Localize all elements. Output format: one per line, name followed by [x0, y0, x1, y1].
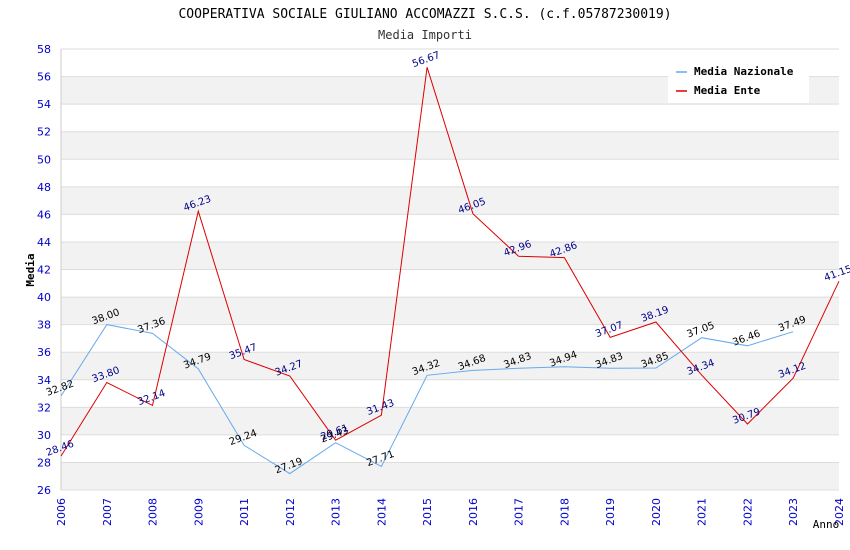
- grid-bands: [60, 48, 839, 491]
- grid-band: [61, 352, 839, 380]
- x-tick-label: 2024: [833, 498, 846, 526]
- chart-title: COOPERATIVA SOCIALE GIULIANO ACCOMAZZI S…: [178, 7, 671, 22]
- grid-band: [61, 269, 839, 298]
- x-tick-label: 2015: [421, 498, 434, 526]
- grid-band: [61, 324, 839, 353]
- x-tick-label: 2008: [147, 498, 160, 526]
- grid-band: [61, 104, 839, 132]
- grid-band: [61, 186, 839, 215]
- x-tick-label: 2006: [55, 498, 68, 526]
- x-tick-label: 2020: [650, 498, 663, 526]
- y-tick-label: 46: [37, 208, 51, 221]
- x-tick-label: 2017: [513, 498, 526, 526]
- x-tick-label: 2016: [467, 498, 480, 526]
- x-tick-label: 2022: [741, 498, 754, 526]
- grid-band: [61, 407, 839, 435]
- y-tick-label: 56: [37, 71, 51, 84]
- y-tick-label: 40: [37, 291, 51, 304]
- grid-band: [61, 379, 839, 408]
- x-tick-label: 2021: [696, 498, 709, 526]
- y-tick-label: 54: [37, 98, 51, 111]
- x-tick-label: 2009: [192, 498, 205, 526]
- y-tick-label: 42: [37, 264, 51, 277]
- y-tick-label: 38: [37, 319, 51, 332]
- x-tick-label: 2014: [375, 498, 388, 526]
- grid-band: [61, 434, 839, 463]
- y-axis-label: Media: [24, 253, 37, 286]
- y-tick-label: 26: [37, 484, 51, 497]
- grid-band: [61, 462, 839, 490]
- legend: Media Nazionale Media Ente: [668, 59, 809, 103]
- grid-band: [61, 131, 839, 160]
- grid-band: [61, 214, 839, 242]
- x-tick-label: 2007: [101, 498, 114, 526]
- y-tick-label: 50: [37, 153, 51, 166]
- legend-entry-nazionale: Media Nazionale: [694, 65, 794, 78]
- y-tick-label: 30: [37, 429, 51, 442]
- y-tick-label: 48: [37, 181, 51, 194]
- y-tick-label: 52: [37, 126, 51, 139]
- grid-band: [61, 297, 839, 325]
- y-tick-label: 36: [37, 346, 51, 359]
- legend-entry-ente: Media Ente: [694, 84, 761, 97]
- series-line-nazionale: [60, 324, 794, 475]
- y-tick-label: 34: [37, 374, 51, 387]
- legend-box: [668, 59, 809, 103]
- y-tick-label: 58: [37, 43, 51, 56]
- x-tick-label: 2012: [284, 498, 297, 526]
- x-tick-label: 2018: [558, 498, 571, 526]
- x-tick-label: 2011: [238, 498, 251, 526]
- grid-band: [61, 159, 839, 187]
- x-tick-label: 2023: [787, 498, 800, 526]
- x-tick-label: 2013: [330, 498, 343, 526]
- y-tick-label: 32: [37, 401, 51, 414]
- y-axis-ticks: 26 28 30 32 34 36 38 40 42 44 46 48 50 52 54 56 58: [37, 43, 51, 497]
- y-tick-label: 44: [37, 236, 51, 249]
- series-lines: [60, 67, 840, 475]
- x-tick-label: 2019: [604, 498, 617, 526]
- series-line-ente: [60, 67, 840, 457]
- x-axis-label: Anno: [813, 518, 840, 531]
- chart-subtitle: Media Importi: [378, 28, 472, 42]
- x-axis-ticks: 2006 2007 2008 2009 2011 2012 2013 2014 2015 2016…: [55, 498, 846, 526]
- grid-band: [61, 241, 839, 270]
- y-tick-label: 28: [37, 456, 51, 469]
